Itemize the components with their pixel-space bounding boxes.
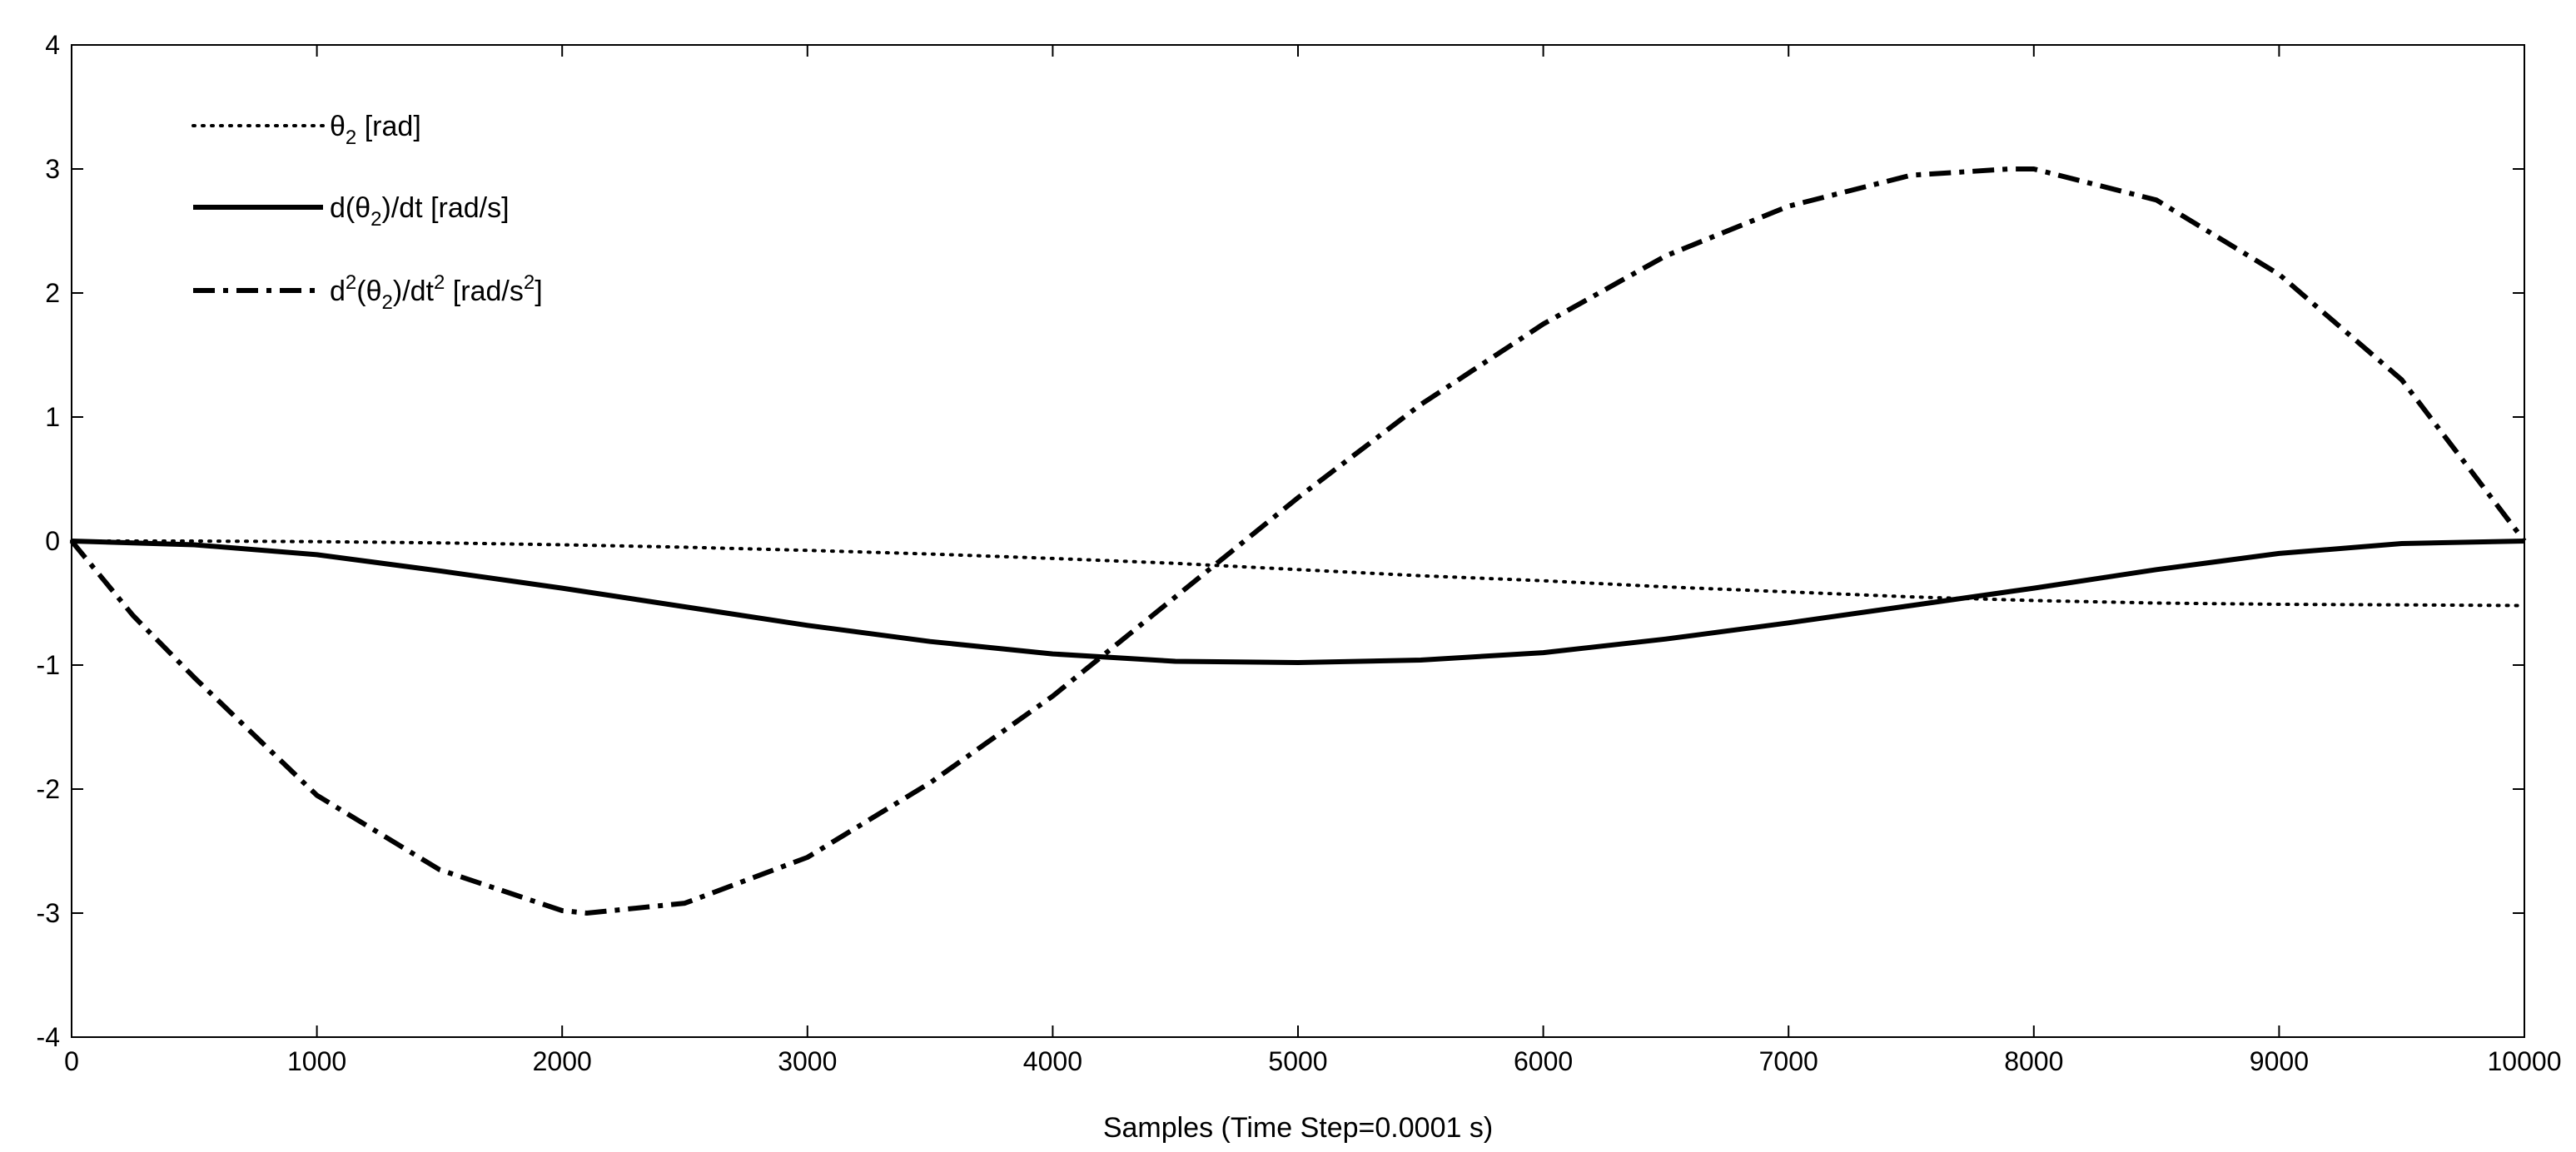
series-layer [69,166,2527,916]
x-tick-label: 3000 [778,1046,837,1076]
series-theta2 [70,539,2526,608]
plot-area [71,44,2525,1038]
y-tick-label: -2 [37,774,60,804]
x-axis-title: Samples (Time Step=0.0001 s) [1103,1112,1493,1144]
x-tick-label: 8000 [2004,1046,2063,1076]
y-tick-label: -1 [37,650,60,680]
x-tick-label: 5000 [1268,1046,1327,1076]
x-tick-label: 9000 [2250,1046,2309,1076]
y-tick-label: 2 [45,278,60,308]
x-tick-label: 0 [64,1046,79,1076]
x-tick-label: 4000 [1023,1046,1082,1076]
x-tick-label: 6000 [1514,1046,1573,1076]
axis-ticks: 0 1000 2000 3000 4000 5000 6000 7000 8000 9000 100… [37,30,2562,1076]
y-tick-label: -3 [37,898,60,928]
y-tick-label: 4 [45,30,60,60]
x-tick-label: 7000 [1759,1046,1818,1076]
y-tick-label: -4 [37,1022,60,1052]
legend-label-theta2: θ2 [rad] [330,111,421,149]
x-tick-label: 10000 [2488,1046,2562,1076]
y-tick-label: 1 [45,402,60,432]
legend-label-d2theta2: d2(θ2)/dt2 [rad/s2] [330,271,543,314]
x-tick-label: 1000 [287,1046,346,1076]
legend-label-dtheta2: d(θ2)/dt [rad/s] [330,192,510,231]
x-tick-label: 2000 [533,1046,592,1076]
y-tick-label: 3 [45,154,60,184]
series-dtheta2 [71,539,2525,665]
y-tick-label: 0 [45,526,60,556]
legend: θ2 [rad] d(θ2)/dt [rad/s] d2(θ2)/dt2 [ra… [191,111,543,314]
